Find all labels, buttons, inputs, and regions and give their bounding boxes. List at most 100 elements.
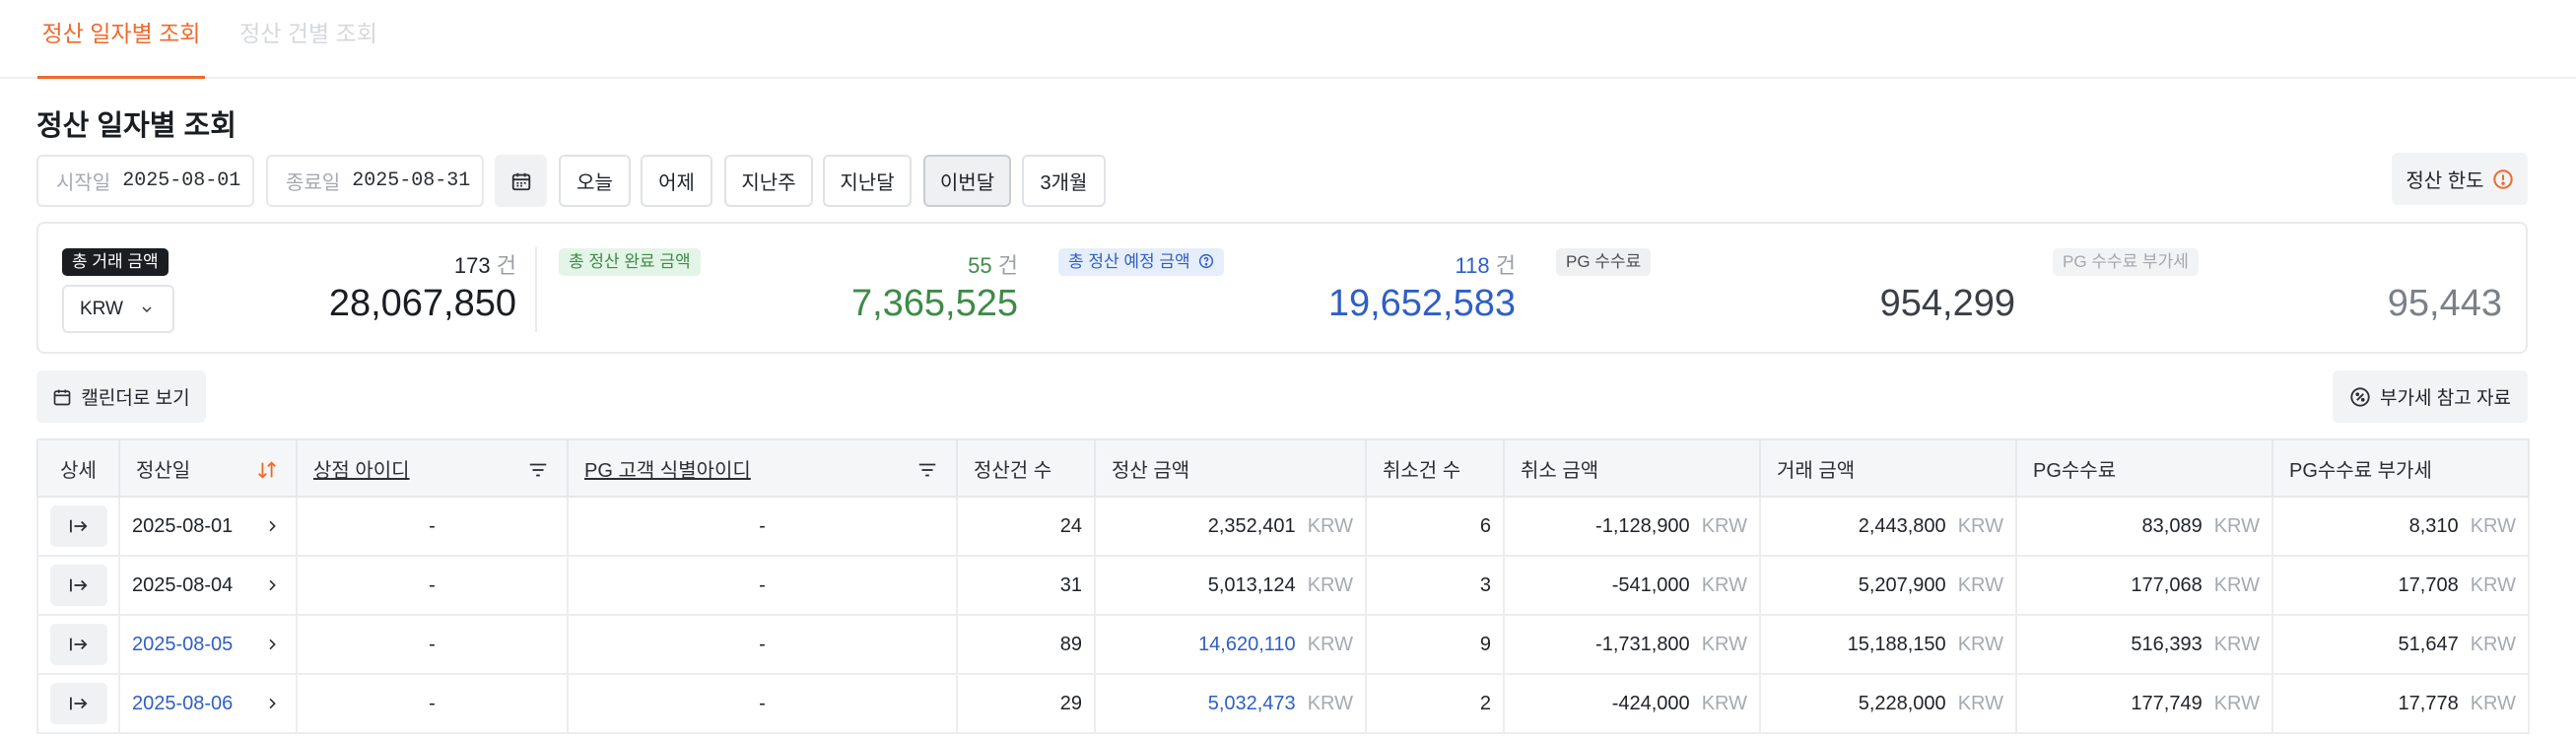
- pg-vat-cell: 8,310 KRW: [2271, 496, 2530, 557]
- col-settlement-count: 정산건 수: [956, 438, 1096, 498]
- pg-fee-cell: 516,393 KRW: [2015, 614, 2273, 675]
- settlement-date[interactable]: 2025-08-01: [132, 514, 234, 537]
- scheduled-count: 118 건: [1455, 253, 1516, 278]
- completed-count: 55 건: [968, 253, 1018, 278]
- settlement-limit-label: 정산 한도: [2406, 170, 2484, 192]
- settlement-amount-cell: 2,352,401 KRW: [1094, 496, 1367, 557]
- settlement-amount-cell: 5,013,124 KRW: [1094, 555, 1367, 616]
- chevron-right-icon[interactable]: [264, 637, 280, 652]
- detail-button[interactable]: [50, 505, 107, 547]
- col-pg-fee: PG수수료: [2015, 438, 2273, 498]
- chevron-right-icon[interactable]: [264, 696, 280, 711]
- date-cell[interactable]: 2025-08-04: [118, 555, 298, 616]
- end-date-field[interactable]: 종료일 2025-08-31: [266, 155, 484, 207]
- calendar-icon: [54, 389, 71, 405]
- table-row[interactable]: 2025-08-05- -89 14,620,110 KRW 9 -1,731,800 KR…: [36, 614, 2530, 675]
- completed-amount: 7,365,525: [850, 283, 1018, 324]
- filter-icon[interactable]: [916, 459, 938, 481]
- col-pg-customer-id[interactable]: PG 고객 식별아이디: [567, 438, 958, 498]
- pg-id-cell: -: [567, 555, 958, 616]
- settlement-amount-cell: 5,032,473 KRW: [1094, 673, 1367, 734]
- date-cell[interactable]: 2025-08-01: [118, 496, 298, 557]
- table-header-row: 상세 정산일 상점 아이디 PG 고객 식별아이디 정산건 수 정산 금액 취소…: [36, 438, 2530, 498]
- trade-amount-cell: 5,228,000 KRW: [1759, 673, 2017, 734]
- quick-last-month-button[interactable]: 지난달: [823, 155, 912, 207]
- calendar-icon: [511, 172, 530, 190]
- quick-yesterday-button[interactable]: 어제: [641, 155, 712, 207]
- cancel-amount-cell: -1,731,800 KRW: [1503, 614, 1761, 675]
- calendar-view-label: 캘린더로 보기: [81, 388, 190, 409]
- table-row[interactable]: 2025-08-01- -24 2,352,401 KRW 6 -1,128,900 KRW…: [36, 496, 2530, 557]
- shop-id-cell: -: [296, 614, 569, 675]
- shop-id-cell: -: [296, 555, 569, 616]
- tab-daily-settlement[interactable]: 정산 일자별 조회: [37, 0, 205, 79]
- chevron-right-icon[interactable]: [264, 577, 280, 593]
- summary-divider: [535, 247, 537, 332]
- col-trade-amount: 거래 금액: [1759, 438, 2017, 498]
- end-date-label: 종료일: [286, 172, 341, 194]
- count-cell: 89: [956, 614, 1096, 675]
- currency-select[interactable]: KRW: [62, 285, 174, 333]
- col-cancel-count: 취소건 수: [1365, 438, 1505, 498]
- detail-button[interactable]: [50, 565, 107, 606]
- completed-badge: 총 정산 완료 금액: [559, 248, 701, 276]
- settlement-date[interactable]: 2025-08-06: [132, 692, 234, 714]
- settlement-date[interactable]: 2025-08-04: [132, 573, 234, 596]
- count-cell: 29: [956, 673, 1096, 734]
- vat-reference-button[interactable]: 부가세 참고 자료: [2333, 370, 2528, 423]
- detail-cell: [36, 555, 120, 616]
- date-cell[interactable]: 2025-08-05: [118, 614, 298, 675]
- detail-cell: [36, 673, 120, 734]
- pg-vat-badge: PG 수수료 부가세: [2053, 248, 2199, 276]
- date-cell[interactable]: 2025-08-06: [118, 673, 298, 734]
- calendar-view-button[interactable]: 캘린더로 보기: [36, 370, 206, 423]
- pg-id-cell: -: [567, 673, 958, 734]
- detail-button[interactable]: [50, 683, 107, 724]
- table-row[interactable]: 2025-08-04- -31 5,013,124 KRW 3 -541,000 KRW 5,…: [36, 555, 2530, 616]
- help-circle-icon[interactable]: [1198, 253, 1214, 269]
- quick-last-week-button[interactable]: 지난주: [724, 155, 813, 207]
- scheduled-badge: 총 정산 예정 금액: [1058, 248, 1225, 276]
- quick-this-month-button[interactable]: 이번달: [923, 155, 1011, 207]
- pg-fee-badge: PG 수수료: [1556, 248, 1652, 276]
- page-title: 정산 일자별 조회: [36, 110, 237, 142]
- sort-icon[interactable]: [256, 459, 278, 481]
- settlement-table: 상세 정산일 상점 아이디 PG 고객 식별아이디 정산건 수 정산 금액 취소…: [36, 438, 2530, 734]
- cancel-count-cell: 9: [1365, 614, 1505, 675]
- alert-circle-icon: [2492, 168, 2513, 189]
- pg-vat-cell: 17,778 KRW: [2271, 673, 2530, 734]
- filter-icon[interactable]: [527, 459, 549, 481]
- shop-id-cell: -: [296, 496, 569, 557]
- col-pg-fee-vat: PG수수료 부가세: [2271, 438, 2530, 498]
- col-detail: 상세: [36, 438, 120, 498]
- calendar-picker-button[interactable]: [495, 155, 547, 207]
- count-cell: 31: [956, 555, 1096, 616]
- settlement-date[interactable]: 2025-08-05: [132, 633, 234, 655]
- arrow-right-to-line-icon: [70, 697, 88, 710]
- quick-today-button[interactable]: 오늘: [559, 155, 631, 207]
- trade-amount-cell: 15,188,150 KRW: [1759, 614, 2017, 675]
- arrow-right-to-line-icon: [70, 578, 88, 592]
- trade-amount-cell: 5,207,900 KRW: [1759, 555, 2017, 616]
- start-date-field[interactable]: 시작일 2025-08-01: [36, 155, 254, 207]
- chevron-right-icon[interactable]: [264, 518, 280, 534]
- settlement-limit-button[interactable]: 정산 한도: [2392, 153, 2528, 205]
- start-date-value: 2025-08-01: [122, 169, 241, 192]
- table-row[interactable]: 2025-08-06- -29 5,032,473 KRW 2 -424,000 KRW 5,…: [36, 673, 2530, 734]
- tab-per-item-settlement[interactable]: 정산 건별 조회: [239, 21, 377, 46]
- shop-id-cell: -: [296, 673, 569, 734]
- detail-cell: [36, 614, 120, 675]
- total-amount: 28,067,850: [328, 283, 516, 324]
- pg-vat-cell: 17,708 KRW: [2271, 555, 2530, 616]
- percent-circle-icon: [2350, 386, 2370, 407]
- detail-button[interactable]: [50, 624, 107, 665]
- vat-reference-label: 부가세 참고 자료: [2380, 388, 2511, 409]
- col-shop-id[interactable]: 상점 아이디: [296, 438, 569, 498]
- end-date-value: 2025-08-31: [352, 169, 471, 192]
- scheduled-amount: 19,652,583: [1327, 283, 1516, 324]
- pg-vat-amount: 95,443: [2387, 283, 2502, 324]
- col-settlement-date[interactable]: 정산일: [118, 438, 298, 498]
- start-date-label: 시작일: [56, 172, 111, 194]
- tab-bar: 정산 일자별 조회 정산 건별 조회: [0, 0, 2576, 79]
- quick-3-months-button[interactable]: 3개월: [1022, 155, 1106, 207]
